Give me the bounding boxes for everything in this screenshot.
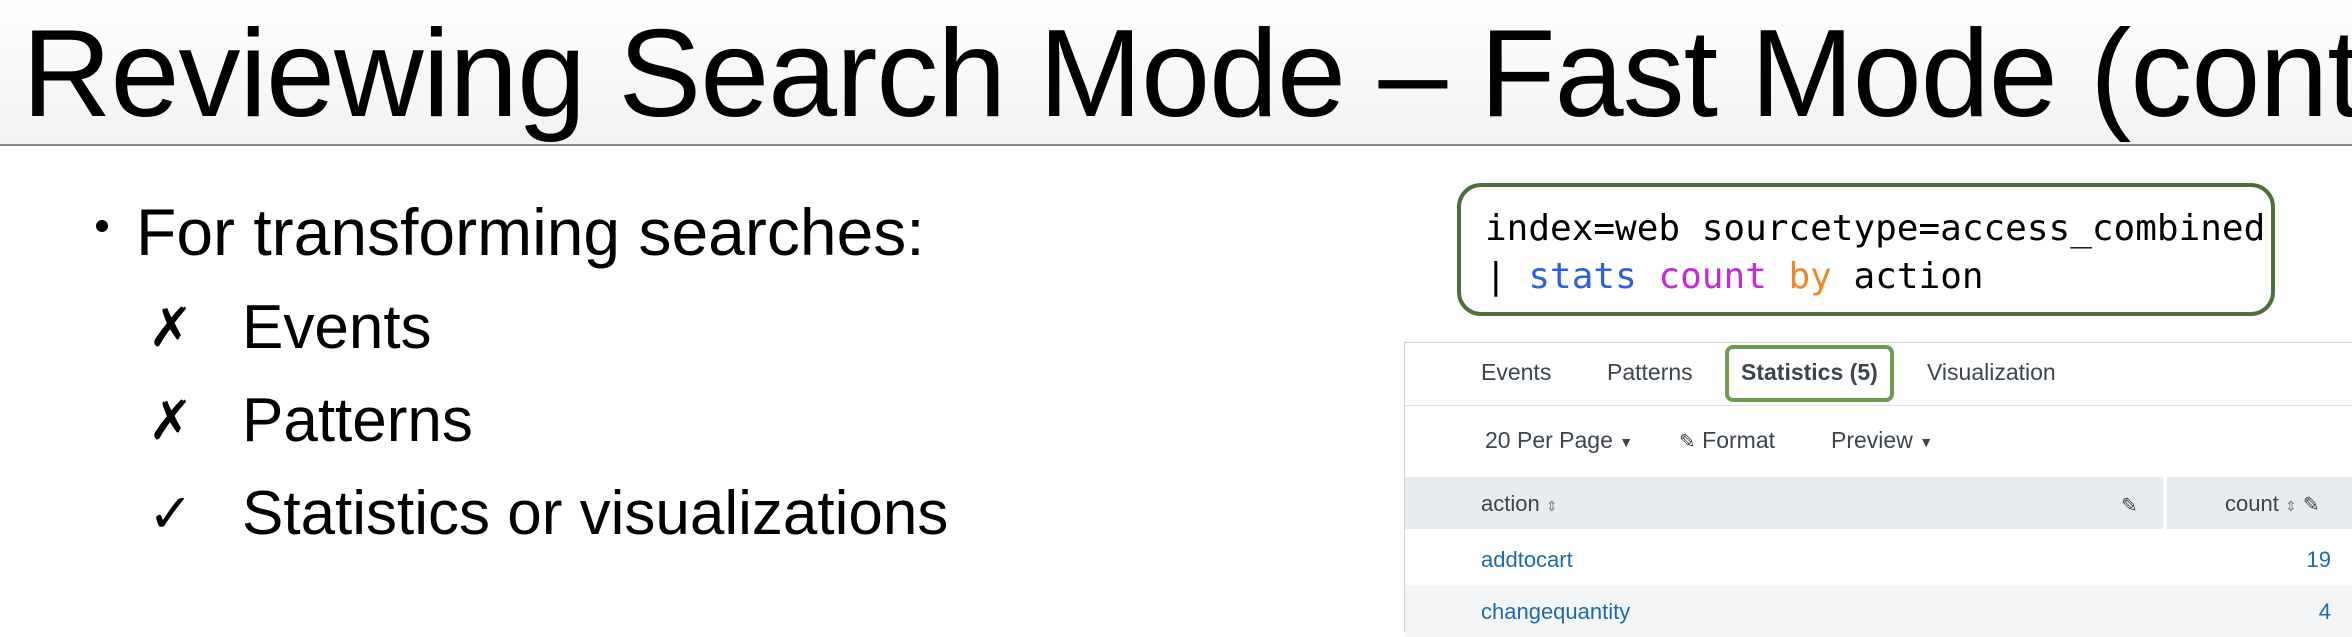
per-page-dropdown[interactable]: 20 Per Page ▼ <box>1485 427 1633 454</box>
tab-statistics[interactable]: Statistics (5) <box>1741 359 1878 385</box>
cell-action[interactable]: addtocart <box>1481 547 1573 572</box>
sort-icon[interactable]: ⇕ <box>1545 498 1558 514</box>
search-query-box: index=web sourcetype=access_combined | s… <box>1457 183 2275 316</box>
preview-label: Preview <box>1831 427 1913 453</box>
column-header-count[interactable]: count ⇕ ✎ <box>2225 491 2320 516</box>
search-line-2: | stats count by action <box>1485 253 1984 301</box>
cell-action[interactable]: changequantity <box>1481 599 1631 624</box>
sub-item-text: Events <box>242 293 432 362</box>
caret-down-icon: ▼ <box>1919 433 1934 450</box>
tab-events[interactable]: Events <box>1481 359 1552 385</box>
results-tabs <box>1405 343 2352 406</box>
x-mark-icon: ✗ <box>148 296 194 359</box>
cell-count[interactable]: 4 <box>2318 599 2331 624</box>
format-button[interactable]: ✎ Format <box>1679 427 1775 454</box>
per-page-label: 20 Per Page <box>1485 427 1613 453</box>
search-command: stats <box>1528 256 1637 297</box>
preview-dropdown[interactable]: Preview ▼ <box>1831 427 1933 454</box>
results-panel: Events Patterns Statistics (5) Visualiza… <box>1404 342 2352 637</box>
search-pipe: | <box>1485 256 1507 297</box>
search-function: count <box>1658 256 1767 297</box>
slide-title: Reviewing Search Mode – Fast Mode (cont.… <box>22 5 2352 143</box>
bullet-dot-icon <box>96 220 108 232</box>
column-header-action[interactable]: action ⇕ <box>1481 491 1558 516</box>
active-tab-highlight[interactable]: Statistics (5) <box>1725 345 1894 402</box>
table-header <box>1405 477 2352 529</box>
table-row: changequantity 4 <box>1405 585 2352 637</box>
column-divider <box>2163 477 2167 529</box>
search-line-1: index=web sourcetype=access_combined <box>1485 208 2266 249</box>
pencil-icon: ✎ <box>1679 431 1696 453</box>
check-mark-icon: ✓ <box>148 482 194 545</box>
cell-count[interactable]: 19 <box>2306 547 2331 572</box>
sub-item-text: Statistics or visualizations <box>242 479 949 548</box>
tab-patterns[interactable]: Patterns <box>1607 359 1693 385</box>
pencil-icon[interactable]: ✎ <box>2121 495 2138 517</box>
bullet-text: For transforming searches: <box>136 195 925 269</box>
title-bar: Reviewing Search Mode – Fast Mode (cont.… <box>0 0 2352 146</box>
sort-icon[interactable]: ⇕ <box>2284 498 2297 514</box>
caret-down-icon: ▼ <box>1619 433 1634 450</box>
sub-item-text: Patterns <box>242 386 473 455</box>
tab-visualization[interactable]: Visualization <box>1927 359 2056 385</box>
pencil-icon[interactable]: ✎ <box>2302 494 2320 516</box>
x-mark-icon: ✗ <box>148 389 194 452</box>
format-label: Format <box>1702 427 1775 453</box>
table-row: addtocart 19 <box>1405 533 2352 585</box>
search-field: action <box>1853 256 1984 297</box>
search-by-keyword: by <box>1788 256 1832 297</box>
